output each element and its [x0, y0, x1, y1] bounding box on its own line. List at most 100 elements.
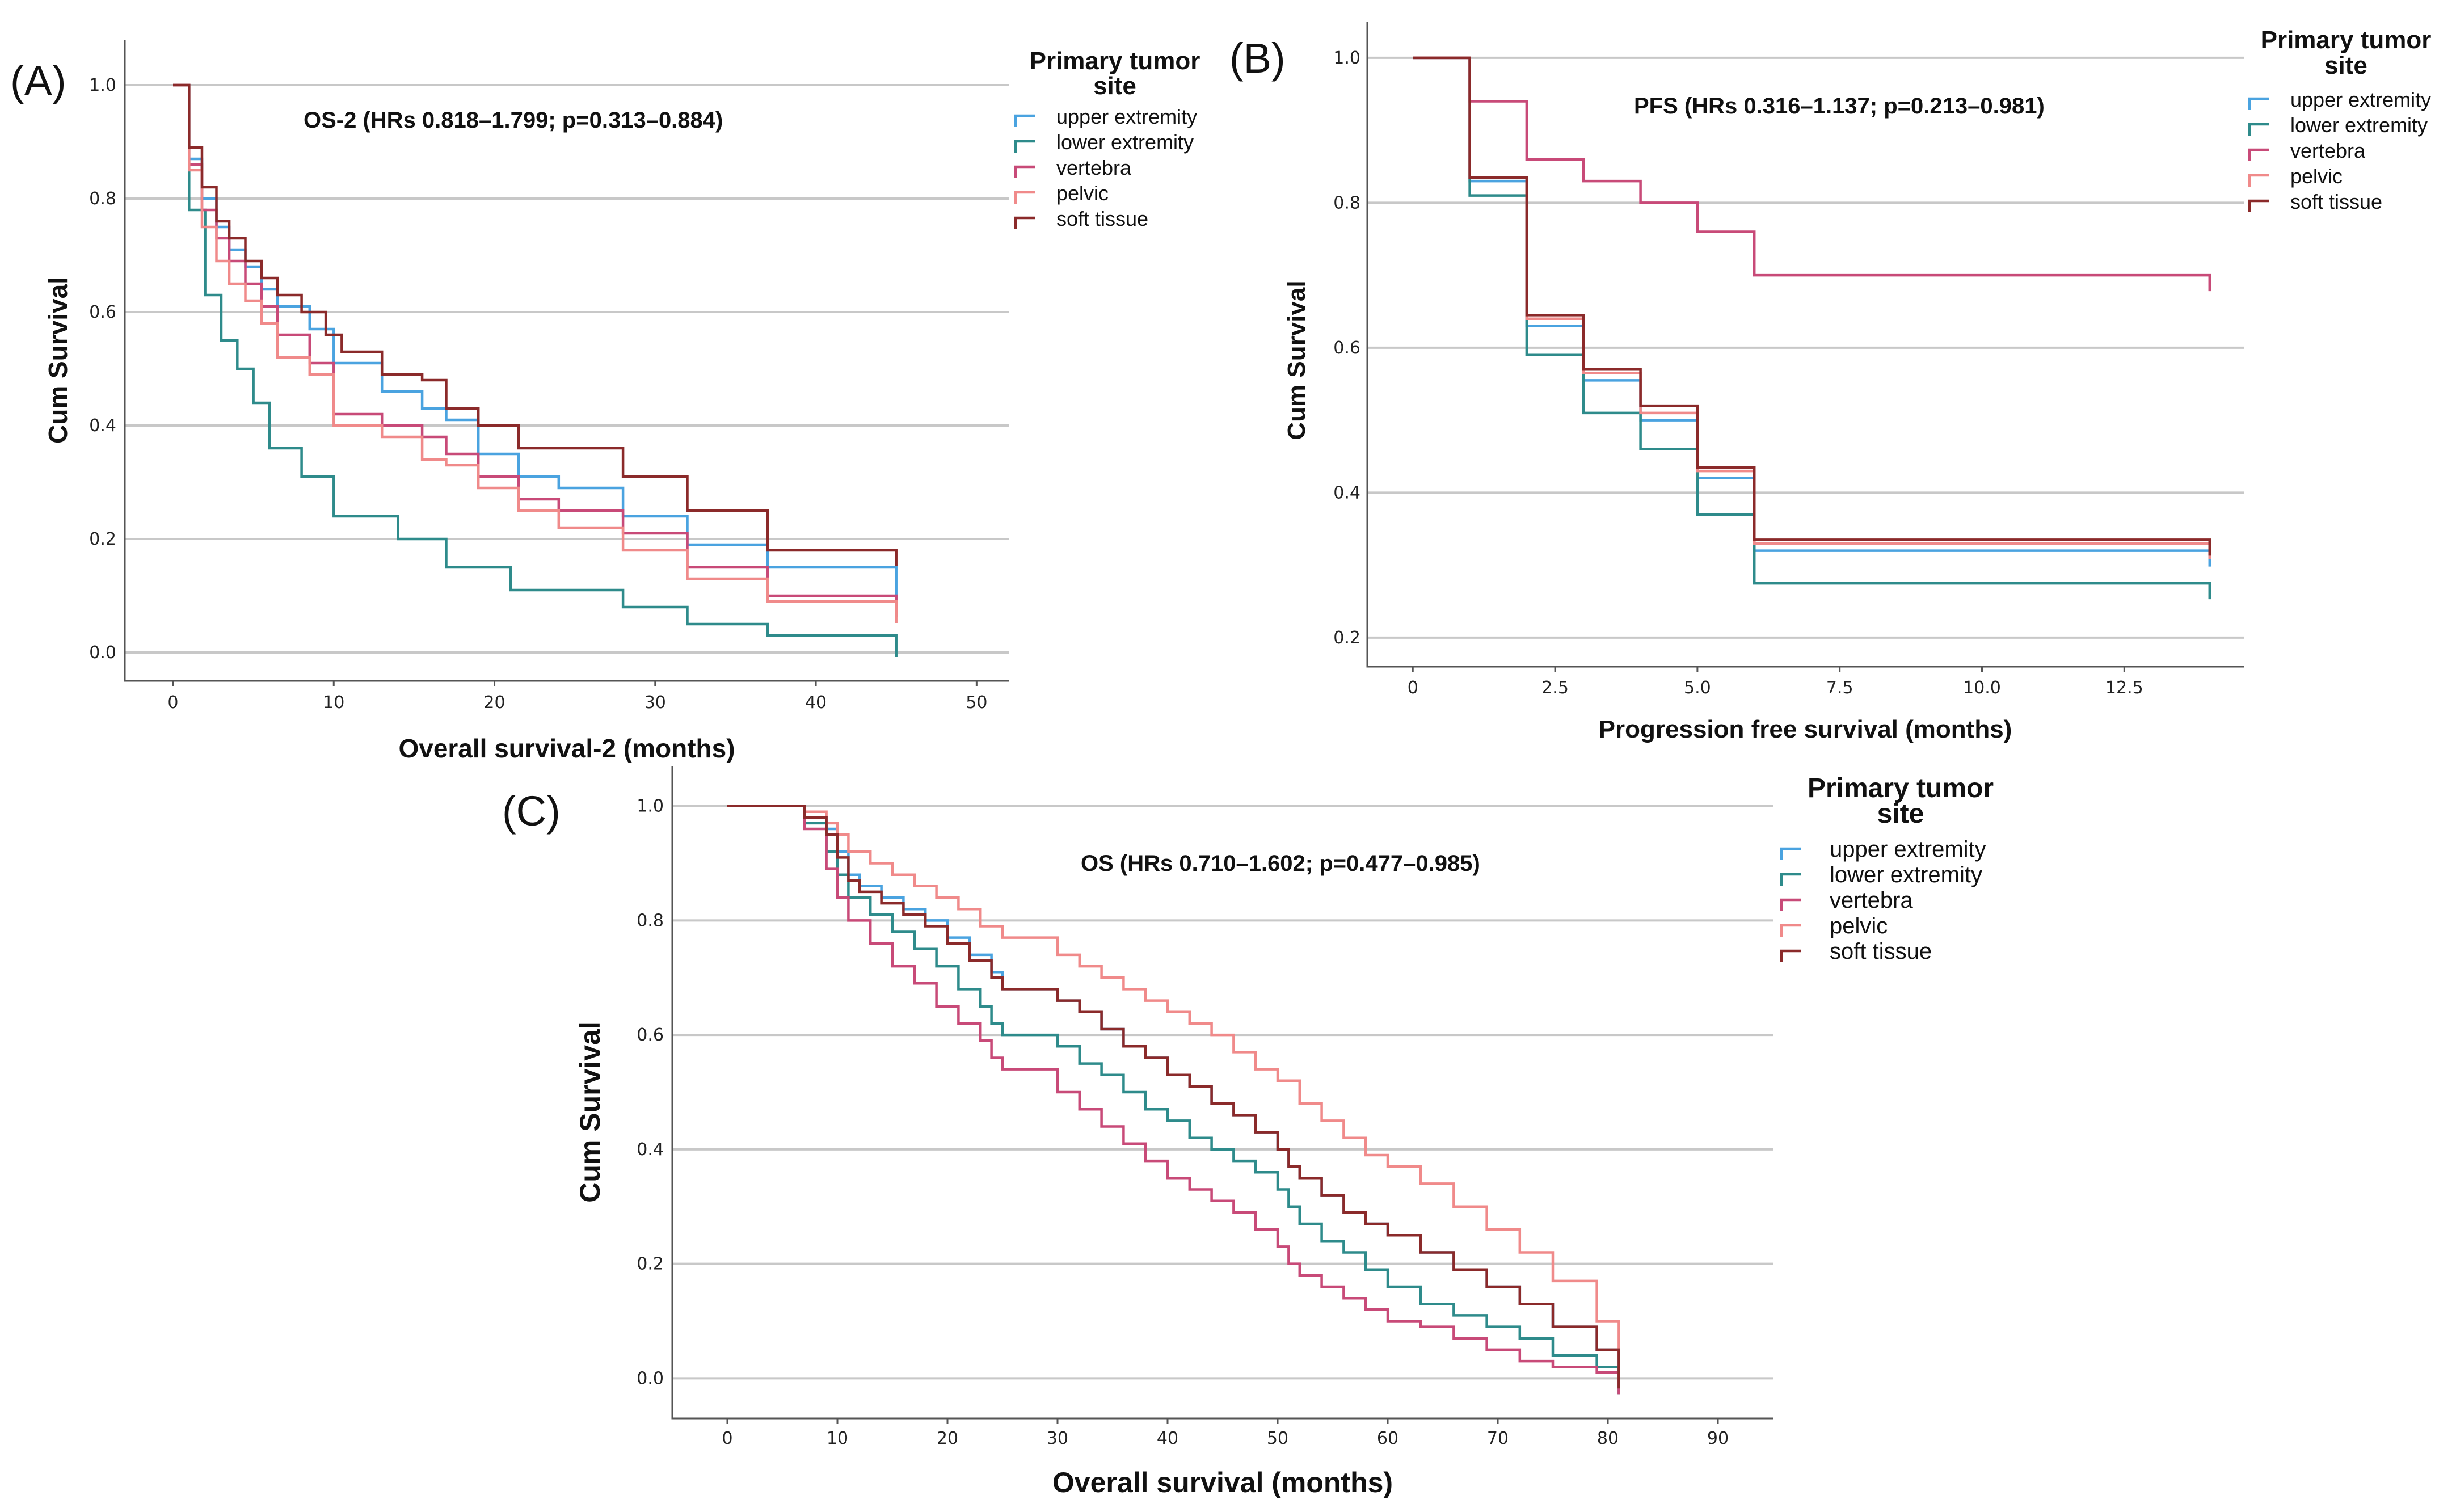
legend-title-line-2: site — [2324, 52, 2367, 79]
y-tick-label: 0.2 — [1333, 628, 1360, 648]
legend-title: Primary tumor — [2261, 26, 2432, 54]
km-curve-lower-extremity — [173, 83, 898, 657]
y-tick-label: 0.4 — [637, 1140, 664, 1160]
legend-entry: pelvic — [1056, 182, 1109, 205]
x-tick-label: 40 — [805, 693, 827, 713]
x-tick-label: 50 — [1267, 1429, 1288, 1448]
km-curve-lower-extremity — [727, 805, 1620, 1395]
legend-key — [2248, 148, 2269, 161]
x-tick-label: 60 — [1377, 1429, 1398, 1448]
axis-lines — [124, 40, 1009, 682]
chart-panel-2: 0.2 0.4 0.6 0.8 1.0 0 2.5 5.0 7.5 10.0 12.5 Progres… — [1229, 22, 2431, 743]
legend-entry: lower extremity — [1056, 130, 1194, 154]
x-tick-label: 90 — [1707, 1429, 1729, 1448]
x-tick-label: 7.5 — [1826, 678, 1853, 698]
y-tick-label: 0.8 — [1333, 193, 1360, 213]
legend-key — [1014, 140, 1035, 153]
km-curve-soft-tissue — [727, 805, 1620, 1389]
panel-label: (B) — [1229, 35, 1286, 82]
legend-entry: upper extremity — [1830, 837, 1986, 862]
y-tick-label: 1.0 — [89, 75, 116, 95]
y-axis-title: Cum Survival — [43, 277, 73, 444]
x-tick-label: 0 — [722, 1429, 732, 1448]
km-curve-vertebra — [727, 805, 1620, 1395]
y-tick-label: 0.2 — [637, 1254, 664, 1274]
legend-entry: pelvic — [2290, 165, 2343, 188]
legend-entry: soft tissue — [1056, 207, 1148, 230]
legend-key — [1780, 949, 1801, 962]
x-tick-label: 2.5 — [1541, 678, 1569, 698]
legend-entry: vertebra — [1056, 156, 1132, 179]
legend-title-line-2: site — [1093, 72, 1136, 100]
chart-panel-3: 0.0 0.2 0.4 0.6 0.8 1.0 0 10 20 30 40 50 60 70 80 90 Ove… — [502, 766, 1994, 1498]
y-tick-label: 0.6 — [637, 1025, 664, 1045]
y-tick-label: 1.0 — [637, 797, 664, 816]
axis-lines — [671, 766, 1773, 1420]
x-axis-title: Progression free survival (months) — [1599, 715, 2012, 743]
legend-key — [1014, 191, 1035, 204]
x-tick-label: 20 — [483, 693, 505, 713]
legend-key — [2248, 123, 2269, 136]
y-tick-label: 0.2 — [89, 529, 116, 549]
legend-key — [1014, 165, 1035, 178]
legend-key — [1780, 847, 1801, 860]
legend-entry: pelvic — [1830, 913, 1888, 938]
y-tick-label: 0.8 — [89, 189, 116, 209]
y-tick-label: 0.8 — [637, 911, 664, 930]
legend-key — [2248, 199, 2269, 212]
hazard-ratio-annotation: OS (HRs 0.710–1.602; p=0.477–0.985) — [1081, 851, 1480, 876]
legend-key — [1780, 898, 1801, 911]
x-tick-label: 50 — [966, 693, 987, 713]
legend-entry: lower extremity — [1830, 862, 1982, 887]
km-curve-vertebra — [1413, 56, 2211, 292]
y-tick-label: 0.6 — [89, 302, 116, 322]
y-tick-label: 0.4 — [89, 416, 116, 436]
km-curve-upper-extremity — [173, 83, 898, 600]
legend-entry: soft tissue — [2290, 190, 2382, 213]
y-axis-title: Cum Survival — [1283, 280, 1311, 440]
x-tick-label: 30 — [1047, 1429, 1068, 1448]
km-curve-upper-extremity — [727, 805, 1620, 1389]
legend-entry: upper extremity — [1056, 105, 1197, 128]
y-tick-label: 0.0 — [89, 643, 116, 663]
y-tick-label: 0.6 — [1333, 338, 1360, 358]
km-curve-vertebra — [173, 83, 898, 617]
legend-entry: vertebra — [1830, 888, 1913, 913]
legend-title: Primary tumor — [1030, 47, 1200, 75]
legend-title-line-2: site — [1877, 799, 1924, 829]
km-curve-pelvic — [727, 805, 1620, 1360]
legend-key — [1780, 924, 1801, 937]
legend-entry: upper extremity — [2290, 88, 2431, 111]
panel-label: (A) — [10, 57, 66, 104]
legend-key — [1780, 873, 1801, 886]
km-curve-pelvic — [1413, 56, 2211, 559]
km-curve-soft-tissue — [1413, 56, 2211, 556]
km-curve-upper-extremity — [1413, 56, 2211, 567]
legend-entry: lower extremity — [2290, 113, 2428, 137]
legend-key — [1014, 114, 1035, 127]
x-tick-label: 10 — [827, 1429, 848, 1448]
legend-entry: vertebra — [2290, 139, 2366, 162]
hazard-ratio-annotation: OS-2 (HRs 0.818–1.799; p=0.313–0.884) — [304, 108, 723, 133]
legend-key — [2248, 97, 2269, 110]
x-tick-label: 0 — [1408, 678, 1418, 698]
x-tick-label: 20 — [937, 1429, 958, 1448]
y-axis-title: Cum Survival — [574, 1021, 606, 1203]
x-tick-label: 10 — [323, 693, 344, 713]
legend-key — [2248, 174, 2269, 187]
chart-panel-1: 0.0 0.2 0.4 0.6 0.8 1.0 0 10 20 30 40 50 Overall sur… — [10, 40, 1200, 763]
legend-entry: soft tissue — [1830, 939, 1932, 964]
y-tick-label: 1.0 — [1333, 48, 1360, 68]
axis-lines — [1366, 22, 2244, 668]
legend-key — [1014, 216, 1035, 229]
x-tick-label: 12.5 — [2105, 678, 2143, 698]
hazard-ratio-annotation: PFS (HRs 0.316–1.137; p=0.213–0.981) — [1634, 94, 2045, 119]
legend-title: Primary tumor — [1808, 773, 1994, 803]
km-curve-pelvic — [173, 83, 898, 623]
x-tick-label: 0 — [167, 693, 178, 713]
km-curve-lower-extremity — [1413, 56, 2211, 600]
